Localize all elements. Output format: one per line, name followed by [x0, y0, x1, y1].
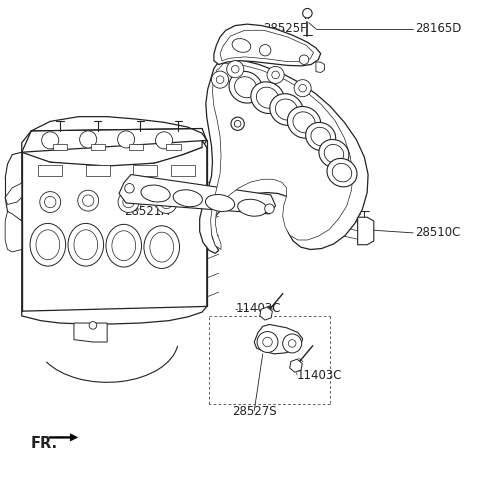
- Circle shape: [283, 334, 301, 353]
- Circle shape: [234, 120, 241, 127]
- Circle shape: [272, 71, 279, 79]
- Circle shape: [302, 9, 312, 18]
- Polygon shape: [200, 59, 368, 253]
- Circle shape: [267, 66, 284, 84]
- Ellipse shape: [235, 77, 257, 98]
- Polygon shape: [220, 30, 313, 61]
- Polygon shape: [358, 217, 374, 245]
- Circle shape: [45, 196, 56, 208]
- Circle shape: [118, 192, 139, 213]
- Polygon shape: [290, 359, 302, 372]
- Ellipse shape: [327, 158, 357, 187]
- Circle shape: [227, 60, 244, 78]
- Polygon shape: [5, 183, 22, 204]
- Circle shape: [156, 192, 177, 214]
- Polygon shape: [119, 175, 276, 214]
- Polygon shape: [22, 117, 207, 166]
- Text: 1022CA: 1022CA: [209, 110, 255, 123]
- Polygon shape: [49, 433, 78, 441]
- Polygon shape: [129, 144, 143, 150]
- Polygon shape: [22, 140, 207, 324]
- Text: 11403C: 11403C: [235, 302, 281, 315]
- Circle shape: [42, 132, 59, 149]
- Polygon shape: [260, 307, 272, 320]
- Polygon shape: [167, 144, 180, 150]
- Text: 28521A: 28521A: [124, 205, 169, 218]
- Ellipse shape: [150, 232, 174, 262]
- Polygon shape: [74, 323, 107, 342]
- Circle shape: [80, 131, 96, 148]
- Ellipse shape: [36, 230, 60, 260]
- Ellipse shape: [74, 230, 97, 260]
- Polygon shape: [214, 24, 321, 66]
- Circle shape: [260, 45, 271, 56]
- Ellipse shape: [288, 107, 321, 138]
- Circle shape: [300, 55, 309, 64]
- Ellipse shape: [270, 94, 303, 125]
- Circle shape: [83, 195, 94, 206]
- Polygon shape: [133, 165, 157, 176]
- Circle shape: [231, 117, 244, 131]
- Circle shape: [288, 340, 296, 347]
- Polygon shape: [254, 324, 302, 354]
- Ellipse shape: [106, 224, 142, 267]
- Circle shape: [212, 71, 228, 88]
- Ellipse shape: [68, 223, 104, 266]
- Ellipse shape: [229, 72, 263, 103]
- Circle shape: [263, 337, 272, 347]
- Polygon shape: [53, 144, 67, 150]
- Polygon shape: [38, 165, 62, 176]
- Ellipse shape: [256, 87, 278, 108]
- Circle shape: [123, 196, 134, 208]
- Circle shape: [161, 197, 172, 209]
- Ellipse shape: [30, 223, 66, 266]
- Circle shape: [89, 322, 96, 329]
- Ellipse shape: [112, 231, 136, 261]
- Polygon shape: [171, 165, 195, 176]
- Circle shape: [40, 192, 60, 213]
- Text: 28527S: 28527S: [232, 405, 276, 418]
- Circle shape: [156, 132, 173, 149]
- Ellipse shape: [324, 144, 344, 163]
- Circle shape: [216, 76, 224, 84]
- Polygon shape: [5, 212, 22, 252]
- Text: 28510C: 28510C: [416, 227, 461, 240]
- Ellipse shape: [173, 190, 203, 207]
- Circle shape: [299, 84, 306, 92]
- Polygon shape: [91, 144, 105, 150]
- Ellipse shape: [141, 185, 170, 202]
- Polygon shape: [86, 165, 109, 176]
- Ellipse shape: [293, 112, 315, 133]
- Circle shape: [294, 80, 311, 96]
- Ellipse shape: [205, 194, 235, 212]
- Polygon shape: [316, 62, 324, 72]
- Ellipse shape: [319, 140, 349, 168]
- Ellipse shape: [311, 127, 330, 146]
- Polygon shape: [211, 63, 353, 250]
- Ellipse shape: [332, 163, 352, 182]
- Ellipse shape: [238, 199, 267, 216]
- Text: 28525F: 28525F: [263, 23, 307, 36]
- Ellipse shape: [276, 99, 298, 120]
- Circle shape: [231, 65, 239, 73]
- Text: 11403C: 11403C: [297, 369, 342, 382]
- Ellipse shape: [251, 82, 284, 113]
- Text: FR.: FR.: [30, 435, 58, 451]
- Circle shape: [78, 190, 98, 211]
- Circle shape: [257, 332, 278, 352]
- Ellipse shape: [306, 122, 336, 151]
- Circle shape: [264, 204, 274, 214]
- Circle shape: [125, 183, 134, 193]
- Ellipse shape: [144, 226, 180, 268]
- Ellipse shape: [232, 38, 251, 52]
- Circle shape: [118, 131, 135, 148]
- Text: 28165D: 28165D: [416, 23, 462, 36]
